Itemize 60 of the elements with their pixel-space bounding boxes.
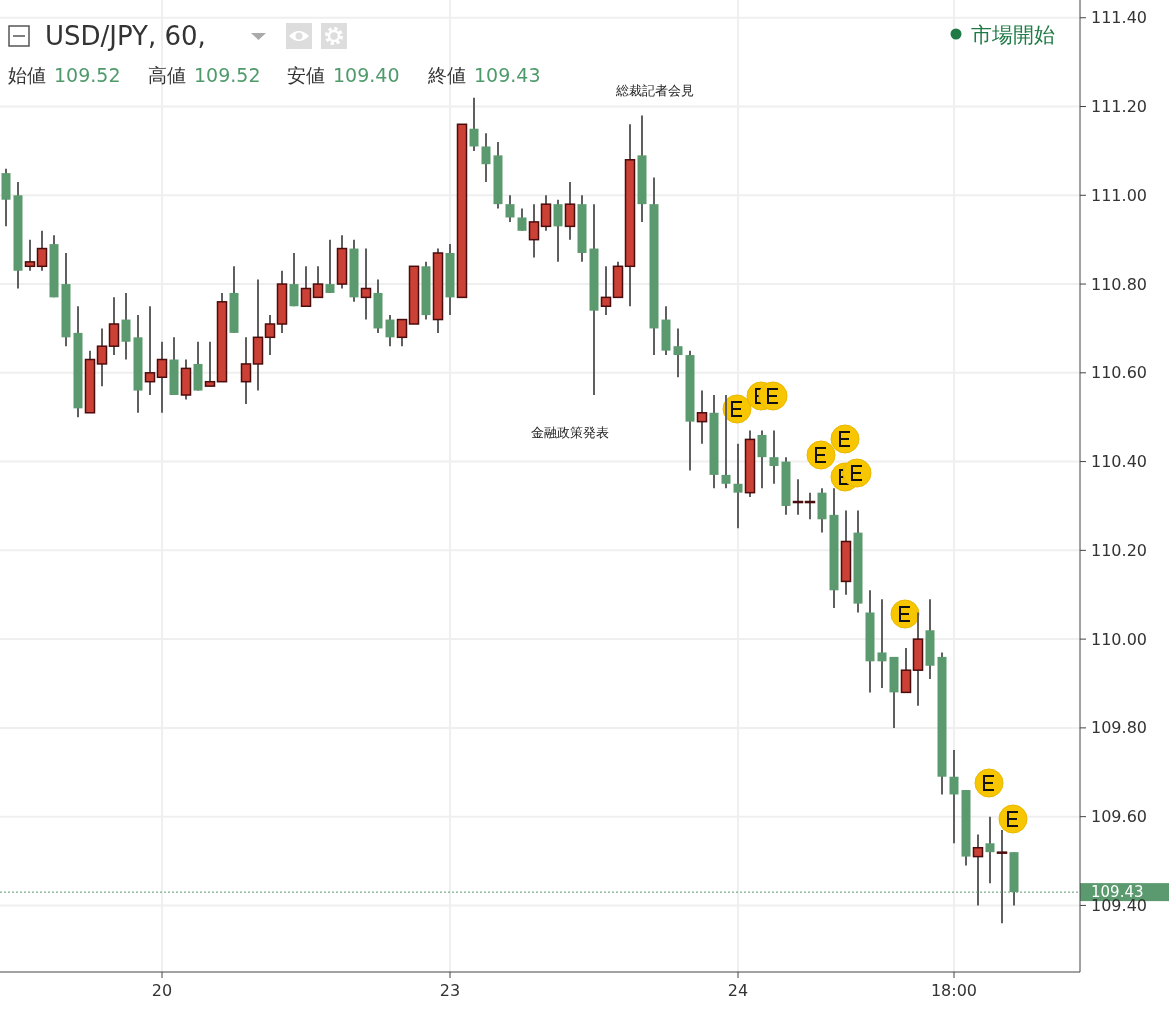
annotation: 総裁記者会見 <box>615 83 694 98</box>
candlestick <box>900 647 912 694</box>
candlestick <box>300 265 312 308</box>
annotation: 終値 109.43 <box>427 64 541 86</box>
y-tick-label: 111.20 <box>1091 97 1147 117</box>
candlestick <box>985 815 995 885</box>
y-tick-label: 110.00 <box>1091 629 1147 649</box>
candlestick <box>481 132 491 183</box>
candlestick <box>949 749 959 845</box>
x-tick-label: 20 <box>151 981 173 1000</box>
x-tick-label: 23 <box>439 981 461 1000</box>
candlestick <box>733 442 743 530</box>
candlestick <box>204 340 216 388</box>
candlestick <box>96 327 108 388</box>
candlestick <box>289 251 299 308</box>
y-tick-label: 109.80 <box>1091 718 1147 738</box>
candlestick <box>325 238 335 294</box>
candlestick <box>972 833 984 907</box>
candlestick <box>553 198 563 263</box>
annotation: 市場開始 <box>971 23 1055 47</box>
annotation: 安値 109.40 <box>287 64 400 86</box>
annotation: 金融政策発表 <box>531 425 609 440</box>
candlestick <box>600 265 612 317</box>
candlestick <box>144 305 156 397</box>
candlestick <box>696 389 708 445</box>
candlestick <box>396 318 408 348</box>
candlestick <box>121 291 131 361</box>
candlestick <box>312 265 324 299</box>
y-tick-label: 111.40 <box>1091 8 1147 28</box>
candlestick <box>36 229 48 272</box>
candlestick <box>156 340 168 414</box>
text: USD/JPY, 60, <box>45 21 206 51</box>
candlestick <box>108 296 120 357</box>
y-tick-label: 109.60 <box>1091 807 1147 827</box>
x-tick-label: 18:00 <box>930 981 978 1000</box>
candlestick <box>517 207 527 232</box>
y-tick-label: 110.20 <box>1091 540 1147 560</box>
candlestick <box>469 96 479 152</box>
annotation: 高値 109.52 <box>148 64 261 86</box>
candlestick <box>24 238 36 272</box>
candlestick <box>877 598 887 689</box>
candlestick <box>505 194 515 223</box>
candlestick <box>264 314 276 357</box>
candlestick <box>757 429 767 490</box>
candlestick <box>996 828 1008 925</box>
annotation: 始値 109.52 <box>8 64 121 86</box>
candlestick <box>564 180 576 241</box>
x-tick-label: 24 <box>727 981 749 1000</box>
y-tick-label: 110.40 <box>1091 452 1147 472</box>
candlestick <box>528 203 540 259</box>
y-tick-label: 110.60 <box>1091 363 1147 383</box>
candlestick <box>721 394 731 490</box>
candlestick <box>385 314 395 348</box>
candlestick <box>769 429 779 485</box>
candlestick <box>673 327 683 379</box>
candlestick <box>540 194 552 232</box>
y-tick-label: 111.00 <box>1091 185 1147 205</box>
candlestick <box>360 247 372 321</box>
candlestick <box>240 336 252 405</box>
y-tick-label: 110.80 <box>1091 274 1147 294</box>
